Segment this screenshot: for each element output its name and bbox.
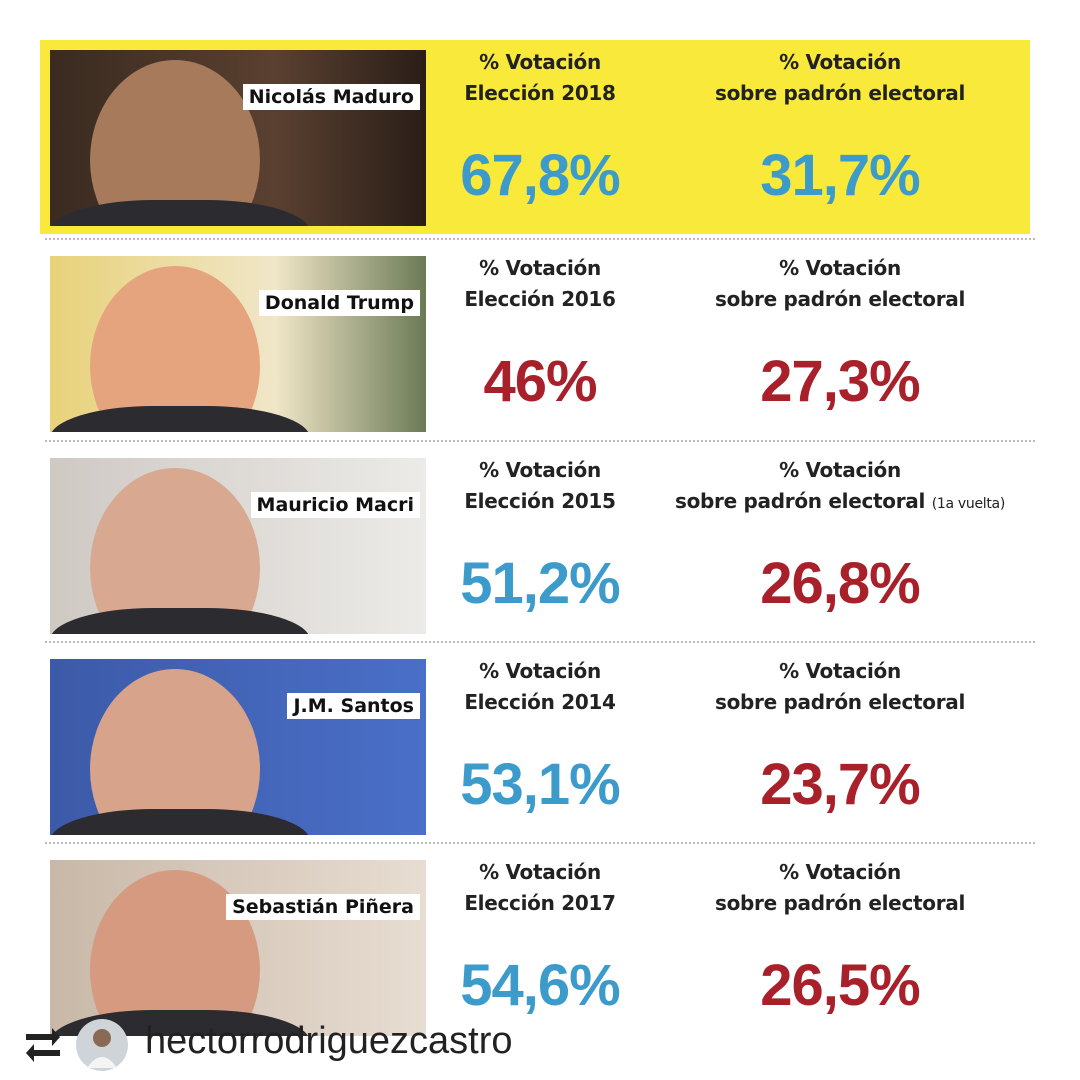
roll-label: sobre padrón electoral [640, 81, 1040, 105]
separator [45, 641, 1035, 643]
person-name: Mauricio Macri [250, 492, 420, 518]
person-name: Donald Trump [258, 290, 420, 316]
shoulders [50, 200, 310, 226]
roll-label-text: % Votación [779, 860, 901, 884]
roll-value: 31,7% [760, 143, 920, 208]
vote-value: 54,6% [460, 953, 620, 1018]
roll-label-text: sobre padrón electoral [714, 690, 966, 714]
person-name: Nicolás Maduro [242, 84, 420, 110]
roll-label-text: % Votación [779, 458, 901, 482]
vote-value: 51,2% [460, 551, 620, 616]
face [90, 60, 260, 226]
roll-label-text: % Votación [779, 50, 901, 74]
roll-label-text: sobre padrón electoral [714, 891, 966, 915]
vote-label: % Votación [479, 50, 601, 74]
vote-label: Elección 2017 [464, 891, 616, 915]
photo [50, 659, 426, 835]
roll-label: % Votación [640, 860, 1040, 884]
separator [45, 238, 1035, 240]
vote-value: 67,8% [460, 143, 620, 208]
vote-label: Elección 2016 [464, 287, 616, 311]
roll-note: (1a vuelta) [931, 496, 1006, 512]
repost-icon [26, 1028, 60, 1062]
vote-label: % Votación [479, 256, 601, 280]
roll-label-text: sobre padrón electoral [714, 81, 966, 105]
person-name: J.M. Santos [287, 693, 420, 719]
vote-label: Elección 2015 [464, 489, 616, 513]
roll-label: sobre padrón electoral [640, 287, 1040, 311]
photo [50, 50, 426, 226]
roll-label-text: sobre padrón electoral [714, 287, 966, 311]
shoulders [50, 608, 310, 634]
roll-label: % Votación [640, 659, 1040, 683]
face [90, 468, 260, 634]
vote-label: Elección 2018 [464, 81, 616, 105]
roll-label-text: % Votación [779, 659, 901, 683]
vote-label: Elección 2014 [464, 690, 616, 714]
vote-label: % Votación [479, 860, 601, 884]
roll-label: sobre padrón electoral [640, 690, 1040, 714]
photo [50, 860, 426, 1036]
vote-value: 53,1% [460, 752, 620, 817]
roll-value: 26,8% [760, 551, 920, 616]
shoulders [50, 406, 310, 432]
roll-label: % Votación [640, 256, 1040, 280]
roll-value: 23,7% [760, 752, 920, 817]
separator [45, 440, 1035, 442]
roll-label-text: sobre padrón electoral [674, 489, 926, 513]
roll-label: % Votación [640, 458, 1040, 482]
roll-value: 27,3% [760, 349, 920, 414]
roll-label: sobre padrón electoral (1a vuelta) [640, 489, 1040, 513]
face [90, 669, 260, 835]
vote-value: 46% [483, 349, 597, 414]
person-name: Sebastián Piñera [226, 894, 420, 920]
vote-label: % Votación [479, 659, 601, 683]
face [90, 266, 260, 432]
separator [45, 842, 1035, 844]
roll-label-text: % Votación [779, 256, 901, 280]
photo [50, 256, 426, 432]
roll-label: % Votación [640, 50, 1040, 74]
avatar[interactable] [75, 1018, 129, 1072]
username[interactable]: hectorrodriguezcastro [145, 1020, 513, 1062]
roll-label: sobre padrón electoral [640, 891, 1040, 915]
photo [50, 458, 426, 634]
shoulders [50, 809, 310, 835]
vote-label: % Votación [479, 458, 601, 482]
roll-value: 26,5% [760, 953, 920, 1018]
repost-arrows [26, 1028, 60, 1062]
